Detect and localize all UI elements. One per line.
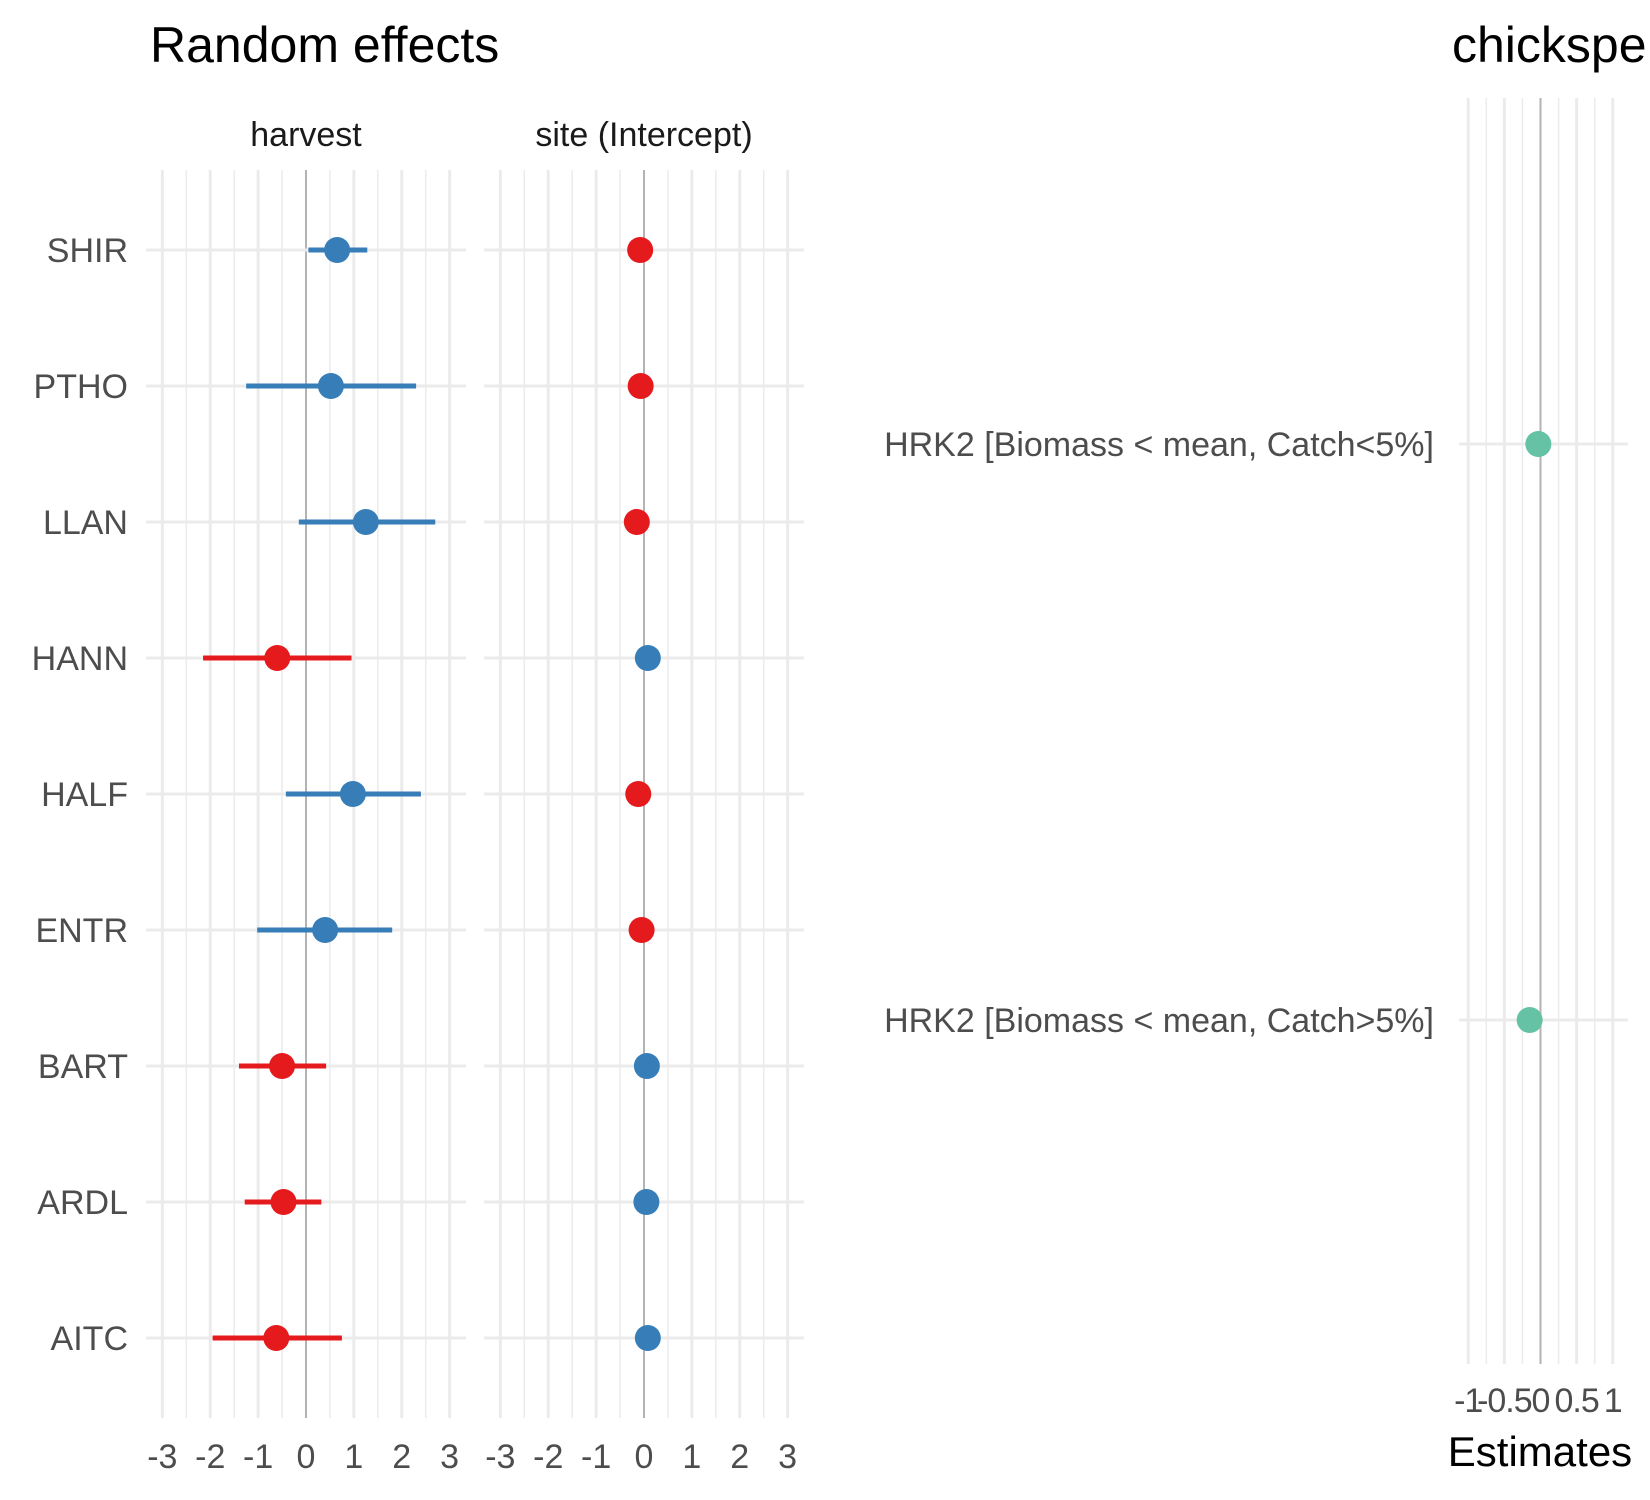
estimate-point	[269, 1053, 296, 1079]
fixed-effects-panel: HRK2 [Biomass < mean, Catch<5%] HRK2 [Bio…	[884, 98, 1632, 1475]
y-tick-label: HRK2 [Biomass < mean, Catch>5%]	[884, 1002, 1434, 1040]
estimate-point	[625, 781, 652, 807]
estimate-point	[317, 373, 344, 399]
x-tick-label: -1	[243, 1438, 273, 1476]
x-tick-label: -1	[581, 1438, 611, 1476]
y-tick-label: BART	[38, 1048, 128, 1086]
x-tick-label: -0.5	[1477, 1382, 1532, 1420]
x-tick-label: 1	[344, 1438, 363, 1476]
estimate-point	[352, 509, 379, 535]
x-tick-label: 0	[1532, 1382, 1550, 1420]
x-tick-label: -1	[1454, 1382, 1482, 1420]
chart-title-chickspe: chickspe	[1452, 17, 1647, 73]
facet-panel: harvest -3 -2 -1 0 1 2 3	[146, 116, 466, 1476]
y-tick-label: LLAN	[43, 504, 128, 542]
estimate-point	[628, 917, 655, 943]
y-tick-label: ENTR	[35, 912, 128, 950]
x-tick-label: 3	[778, 1438, 797, 1476]
x-tick-label: -2	[195, 1438, 225, 1476]
facet-panel: site (Intercept) -3 -2 -1 0 1 2 3	[484, 116, 804, 1476]
y-tick-label: SHIR	[47, 232, 128, 270]
x-axis-title: Estimates	[1448, 1428, 1632, 1475]
facet-strip-label: harvest	[250, 116, 362, 154]
y-tick-label: PTHO	[34, 368, 128, 406]
y-tick-label: HANN	[32, 640, 128, 678]
estimate-point	[634, 645, 661, 671]
estimate-point	[633, 1053, 660, 1079]
estimate-point	[324, 237, 351, 263]
estimate-point	[264, 645, 291, 671]
estimate-point	[263, 1325, 290, 1351]
random-effects-panels: SHIR PTHO LLAN HANN HALF ENTR BART ARDL AITC harv…	[32, 116, 804, 1476]
x-tick-label: 2	[392, 1438, 411, 1476]
y-tick-label: HALF	[41, 776, 128, 814]
x-tick-label: 0	[635, 1438, 654, 1476]
x-tick-label: 0.5	[1555, 1382, 1599, 1420]
x-tick-label: 1	[682, 1438, 701, 1476]
estimate-point	[627, 373, 654, 399]
estimate-point	[1525, 431, 1552, 457]
y-tick-label: ARDL	[37, 1184, 128, 1222]
estimate-point	[627, 237, 654, 263]
x-tick-label: 0	[297, 1438, 316, 1476]
estimate-point	[623, 509, 650, 535]
estimate-point	[339, 781, 366, 807]
y-tick-label: AITC	[51, 1320, 128, 1358]
x-tick-label: -3	[485, 1438, 515, 1476]
estimate-point	[1516, 1007, 1543, 1033]
estimate-point	[633, 1189, 660, 1215]
y-tick-label: HRK2 [Biomass < mean, Catch<5%]	[884, 426, 1434, 464]
x-tick-label: 2	[730, 1438, 749, 1476]
x-tick-label: -3	[147, 1438, 177, 1476]
x-tick-label: 3	[440, 1438, 459, 1476]
estimate-point	[634, 1325, 661, 1351]
facet-strip-label: site (Intercept)	[535, 116, 752, 154]
x-tick-label: 1	[1604, 1382, 1622, 1420]
x-tick-label: -2	[533, 1438, 563, 1476]
estimate-point	[270, 1189, 297, 1215]
chart-title-random-effects: Random effects	[150, 17, 499, 73]
estimate-point	[312, 917, 339, 943]
